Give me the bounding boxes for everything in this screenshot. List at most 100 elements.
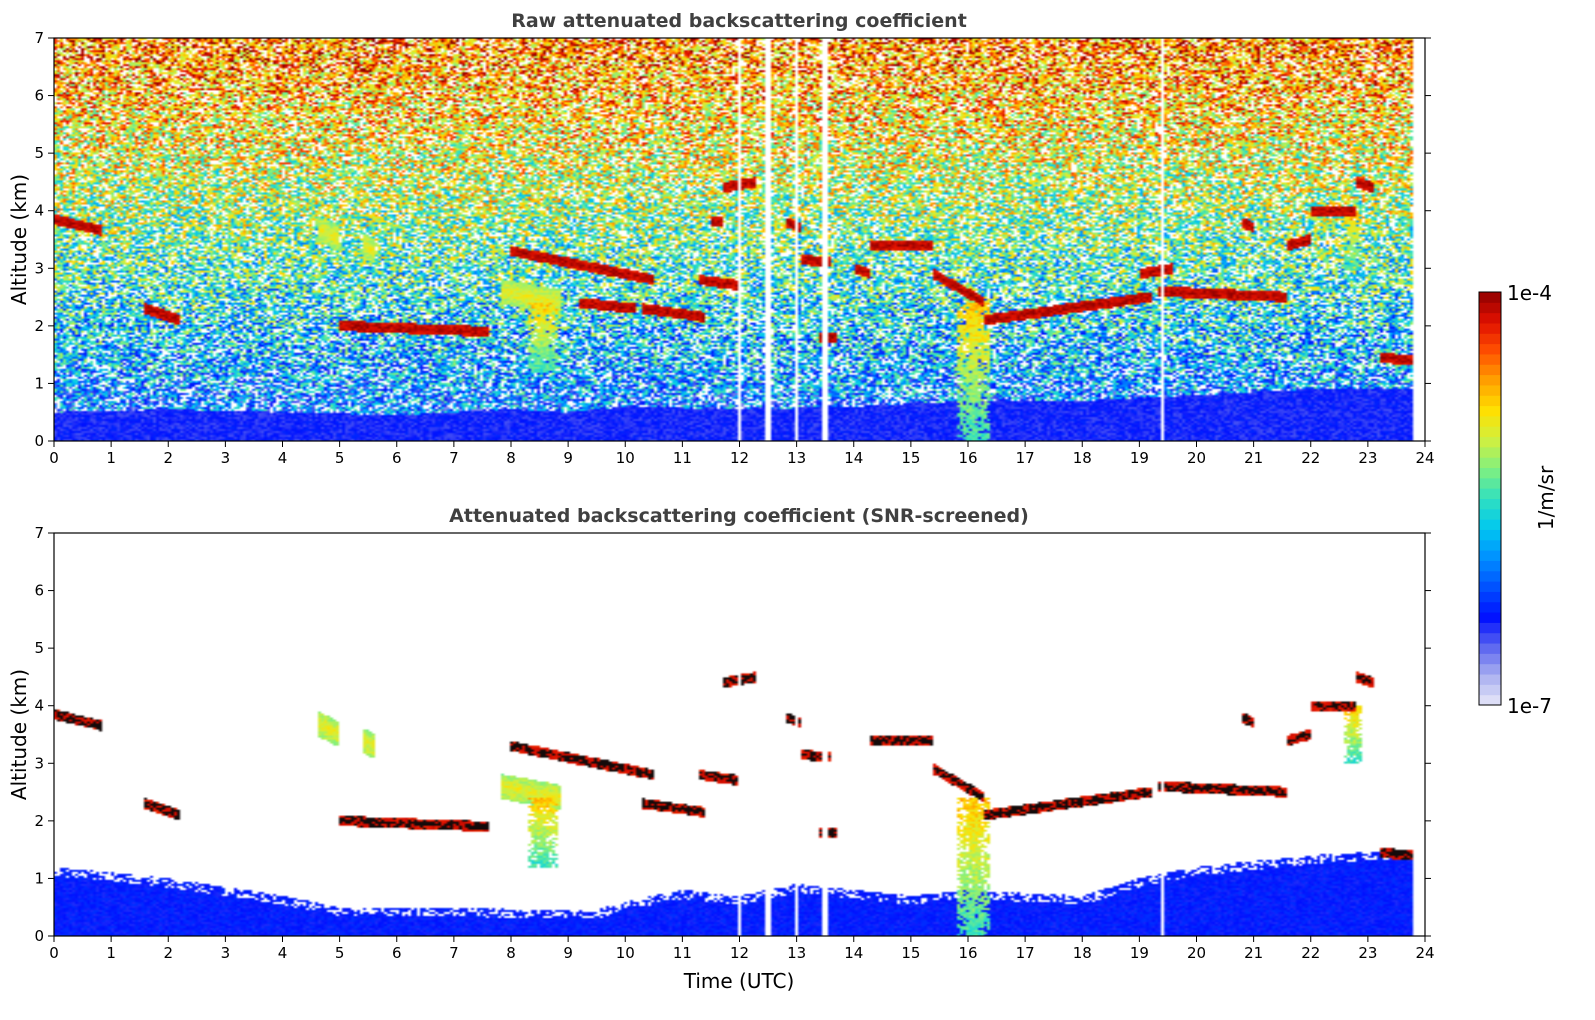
colorbar-cell bbox=[1479, 684, 1501, 696]
x-tick-label: 10 bbox=[616, 449, 635, 467]
x-tick-label: 14 bbox=[844, 944, 863, 962]
colorbar-min-label: 1e-7 bbox=[1507, 694, 1552, 718]
panel-screened: Attenuated backscattering coefficient (S… bbox=[7, 505, 1435, 993]
xlabel-time: Time (UTC) bbox=[683, 969, 795, 993]
colorbar-cell bbox=[1479, 612, 1501, 623]
colorbar-cell bbox=[1479, 343, 1501, 355]
x-tick-label: 10 bbox=[616, 944, 635, 962]
ylabel-screened: Altitude (km) bbox=[7, 669, 31, 800]
x-tick-label: 13 bbox=[787, 944, 806, 962]
x-tick-label: 20 bbox=[1187, 944, 1206, 962]
y-tick-label: 4 bbox=[34, 202, 44, 220]
x-tick-label: 18 bbox=[1073, 944, 1092, 962]
x-tick-label: 5 bbox=[335, 449, 345, 467]
y-tick-label: 3 bbox=[34, 259, 44, 277]
ylabel-raw: Altitude (km) bbox=[7, 174, 31, 305]
x-tick-label: 8 bbox=[506, 944, 516, 962]
colorbar-cell bbox=[1479, 384, 1501, 396]
colorbar-cell bbox=[1479, 591, 1501, 603]
x-tick-label: 12 bbox=[730, 449, 749, 467]
x-tick-label: 4 bbox=[278, 944, 288, 962]
colorbar-cell bbox=[1479, 415, 1501, 427]
x-tick-label: 16 bbox=[958, 449, 977, 467]
y-tick-label: 0 bbox=[34, 432, 44, 450]
colorbar-cell bbox=[1479, 498, 1501, 510]
x-tick-label: 6 bbox=[392, 449, 402, 467]
colorbar-cell bbox=[1479, 653, 1501, 665]
x-tick-label: 23 bbox=[1358, 944, 1377, 962]
y-tick-label: 3 bbox=[34, 754, 44, 772]
x-tick-label: 1 bbox=[106, 944, 116, 962]
colorbar-cell bbox=[1479, 550, 1501, 561]
heatmap-screened bbox=[54, 533, 1425, 936]
y-tick-label: 7 bbox=[34, 524, 44, 542]
y-tick-label: 1 bbox=[34, 374, 44, 392]
colorbar-cell bbox=[1479, 529, 1501, 541]
x-tick-label: 5 bbox=[335, 944, 345, 962]
x-tick-label: 15 bbox=[901, 944, 920, 962]
x-tick-label: 11 bbox=[673, 449, 692, 467]
colorbar-cell bbox=[1479, 364, 1501, 376]
colorbar-cell bbox=[1479, 467, 1501, 479]
colorbar-frame bbox=[1478, 291, 1502, 706]
colorbar-cell bbox=[1479, 405, 1501, 417]
colorbar-cell bbox=[1479, 374, 1501, 386]
colorbar-cell bbox=[1479, 632, 1501, 644]
colorbar-cell bbox=[1479, 519, 1501, 530]
x-tick-label: 19 bbox=[1130, 449, 1149, 467]
colorbar-cell bbox=[1479, 395, 1501, 407]
x-tick-label: 21 bbox=[1244, 449, 1263, 467]
x-tick-label: 21 bbox=[1244, 944, 1263, 962]
x-tick-label: 9 bbox=[563, 449, 573, 467]
x-tick-label: 6 bbox=[392, 944, 402, 962]
y-tick-label: 2 bbox=[34, 812, 44, 830]
colorbar-cell bbox=[1479, 643, 1501, 654]
x-tick-label: 3 bbox=[221, 944, 231, 962]
colorbar-cell bbox=[1479, 302, 1501, 314]
y-tick-label: 4 bbox=[34, 697, 44, 715]
colorbar-scale bbox=[1479, 292, 1501, 706]
colorbar-label: 1/m/sr bbox=[1534, 465, 1558, 530]
colorbar-cell bbox=[1479, 663, 1501, 675]
x-tick-label: 16 bbox=[958, 944, 977, 962]
colorbar-cell bbox=[1479, 446, 1501, 458]
x-tick-label: 2 bbox=[163, 449, 173, 467]
title-screened: Attenuated backscattering coefficient (S… bbox=[449, 505, 1029, 527]
colorbar-cell bbox=[1479, 436, 1501, 448]
y-tick-label: 5 bbox=[34, 144, 44, 162]
y-tick-label: 5 bbox=[34, 639, 44, 657]
colorbar: 1e-4 1e-7 1/m/sr bbox=[1478, 281, 1558, 718]
x-tick-label: 20 bbox=[1187, 449, 1206, 467]
colorbar-cell bbox=[1479, 333, 1501, 345]
panel-raw: Raw attenuated backscattering coefficien… bbox=[7, 10, 1435, 467]
colorbar-cell bbox=[1479, 622, 1501, 634]
x-tick-label: 7 bbox=[449, 449, 459, 467]
colorbar-cell bbox=[1479, 488, 1501, 499]
title-raw: Raw attenuated backscattering coefficien… bbox=[511, 10, 967, 32]
colorbar-cell bbox=[1479, 694, 1501, 706]
x-tick-label: 8 bbox=[506, 449, 516, 467]
x-tick-label: 1 bbox=[106, 449, 116, 467]
x-tick-label: 4 bbox=[278, 449, 288, 467]
x-tick-label: 0 bbox=[49, 944, 59, 962]
x-tick-label: 14 bbox=[844, 449, 863, 467]
x-tick-label: 3 bbox=[221, 449, 231, 467]
x-tick-label: 18 bbox=[1073, 449, 1092, 467]
colorbar-cell bbox=[1479, 581, 1501, 592]
colorbar-cell bbox=[1479, 312, 1501, 324]
x-tick-label: 9 bbox=[563, 944, 573, 962]
colorbar-cell bbox=[1479, 426, 1501, 438]
colorbar-cell bbox=[1479, 601, 1501, 613]
y-tick-label: 6 bbox=[34, 87, 44, 105]
x-tick-label: 22 bbox=[1301, 944, 1320, 962]
x-tick-label: 7 bbox=[449, 944, 459, 962]
colorbar-cell bbox=[1479, 539, 1501, 551]
x-tick-label: 13 bbox=[787, 449, 806, 467]
x-tick-label: 24 bbox=[1415, 449, 1434, 467]
x-tick-label: 2 bbox=[163, 944, 173, 962]
x-tick-label: 17 bbox=[1016, 944, 1035, 962]
x-tick-label: 19 bbox=[1130, 944, 1149, 962]
axes-screened: 0 1 2 3 4 5 6 7 8 9 10 11 12 13 14 15 16 17 18 19 20 21 22 23 24… bbox=[34, 524, 1434, 962]
axes-raw: 0 1 2 3 4 5 6 7 8 9 10 11 12 13 14 15 16 17 18 19 20 21 22 23 24… bbox=[34, 29, 1434, 467]
